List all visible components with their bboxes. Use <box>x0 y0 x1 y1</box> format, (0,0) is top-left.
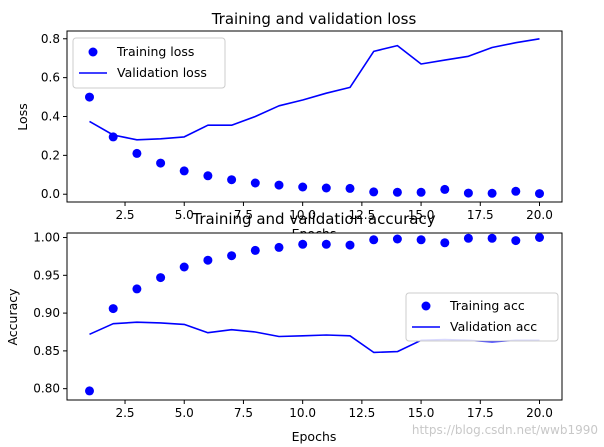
training-loss-point <box>227 175 237 185</box>
training-acc-point <box>203 255 213 265</box>
loss-x-tick-label: 10.0 <box>289 208 316 222</box>
training-acc-point <box>345 240 355 250</box>
accuracy-x-tick-label: 2.5 <box>115 406 134 420</box>
loss-y-tick-label: 0.4 <box>41 110 60 124</box>
training-loss-point <box>535 189 544 199</box>
training-loss-point <box>511 186 521 196</box>
training-acc-point <box>416 235 426 245</box>
training-loss-point <box>369 187 379 197</box>
accuracy-x-tick-label: 20.0 <box>526 406 553 420</box>
accuracy-y-tick-label: 0.90 <box>33 306 60 320</box>
training-loss-point <box>298 182 308 192</box>
accuracy-x-tick-label: 10.0 <box>289 406 316 420</box>
training-acc-point <box>227 251 237 261</box>
loss-y-axis-label: Loss <box>15 103 30 130</box>
accuracy-x-tick-label: 7.5 <box>234 406 253 420</box>
loss-legend: Training loss Validation loss <box>72 37 226 89</box>
loss-x-tick-label: 7.5 <box>234 208 253 222</box>
accuracy-legend-training-label: Training acc <box>449 298 525 313</box>
loss-x-tick-label: 5.0 <box>175 208 194 222</box>
accuracy-x-tick-label: 12.5 <box>349 406 376 420</box>
training-loss-point <box>274 180 284 190</box>
loss-y-axis-ticks: 0.0 0.2 0.4 0.6 0.8 <box>41 32 67 201</box>
loss-x-axis-ticks: 2.5 5.0 7.5 10.0 12.5 15.0 17.5 20.0 <box>115 202 553 222</box>
training-acc-point <box>250 245 260 255</box>
training-acc-point <box>85 386 94 396</box>
loss-legend-validation-label: Validation loss <box>117 65 207 80</box>
accuracy-legend-frame <box>405 292 559 342</box>
accuracy-x-tick-label: 15.0 <box>408 406 435 420</box>
training-loss-point <box>132 148 142 158</box>
training-loss-point <box>487 188 497 198</box>
accuracy-x-tick-label: 5.0 <box>175 406 194 420</box>
loss-legend-training-marker <box>88 47 98 57</box>
loss-x-tick-label: 15.0 <box>408 208 435 222</box>
loss-chart-title: Training and validation loss <box>211 10 417 28</box>
accuracy-x-axis-label: Epochs <box>292 429 337 444</box>
accuracy-x-axis-ticks: 2.5 5.0 7.5 10.0 12.5 15.0 17.5 20.0 <box>115 400 553 420</box>
loss-series-layer <box>85 38 544 199</box>
loss-x-tick-label: 20.0 <box>526 208 553 222</box>
training-loss-point <box>345 183 355 193</box>
training-acc-point <box>156 273 166 283</box>
training-acc-point <box>535 233 544 242</box>
loss-subplot: Training and validation loss 2.5 5.0 7.5 10… <box>15 10 563 241</box>
accuracy-y-axis-label: Accuracy <box>5 288 20 346</box>
accuracy-subplot: 2.5 5.0 7.5 10.0 12.5 15.0 17.5 20.0 0.800.850.… <box>5 210 563 444</box>
training-acc-point <box>132 284 142 294</box>
training-acc-point <box>487 233 497 243</box>
watermark-text: https://blog.csdn.net/wwb1990 <box>412 423 598 437</box>
training-acc-point <box>392 234 402 244</box>
accuracy-y-tick-label: 0.95 <box>33 268 60 282</box>
training-loss-point <box>392 187 402 197</box>
training-loss-point <box>416 187 426 197</box>
loss-x-tick-label: 17.5 <box>467 208 494 222</box>
accuracy-legend: Training acc Validation acc <box>405 292 559 342</box>
training-loss-point <box>440 184 450 194</box>
training-acc-point <box>321 239 331 249</box>
loss-legend-frame <box>72 37 226 89</box>
loss-x-tick-label: 12.5 <box>349 208 376 222</box>
training-acc-point <box>511 236 521 246</box>
loss-y-tick-label: 0.0 <box>41 187 60 201</box>
loss-y-tick-label: 0.6 <box>41 71 60 85</box>
accuracy-legend-training-marker <box>421 301 431 311</box>
training-acc-point <box>440 238 450 248</box>
training-loss-point <box>179 166 189 176</box>
training-acc-point <box>369 235 379 245</box>
validation-loss-line <box>89 38 540 141</box>
accuracy-chart-title: Training and validation accuracy <box>191 210 435 228</box>
loss-legend-training-label: Training loss <box>116 44 194 59</box>
accuracy-y-tick-label: 1.00 <box>33 231 60 245</box>
training-loss-point <box>321 183 331 193</box>
training-loss-point <box>250 178 260 188</box>
loss-y-tick-label: 0.8 <box>41 32 60 46</box>
loss-x-tick-label: 2.5 <box>115 208 134 222</box>
training-loss-point <box>463 188 473 198</box>
accuracy-x-tick-label: 17.5 <box>467 406 494 420</box>
training-acc-point <box>108 304 118 314</box>
accuracy-y-axis-ticks: 0.80 0.85 0.90 0.95 1.00 <box>33 231 67 396</box>
loss-y-tick-label: 0.2 <box>41 148 60 162</box>
training-loss-point <box>203 171 213 181</box>
training-loss-point <box>156 158 166 168</box>
accuracy-legend-validation-label: Validation acc <box>450 319 537 334</box>
training-loss-point <box>85 92 94 102</box>
training-acc-point <box>298 239 308 249</box>
training-acc-point <box>179 262 189 272</box>
accuracy-y-tick-label: 0.85 <box>33 344 60 358</box>
accuracy-y-tick-label: 0.80 <box>33 382 60 396</box>
training-acc-point <box>463 233 473 243</box>
training-acc-point <box>274 242 284 252</box>
